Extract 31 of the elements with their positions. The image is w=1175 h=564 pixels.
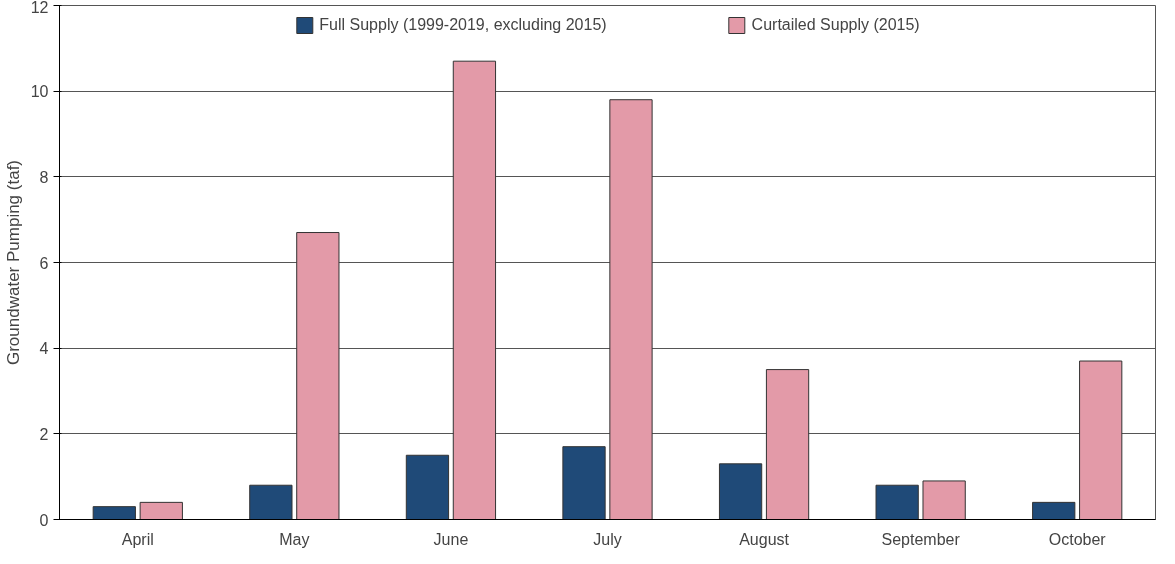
x-tick-label: April xyxy=(121,530,154,548)
y-tick-label: 8 xyxy=(39,168,49,186)
y-tick-label: 10 xyxy=(30,83,49,101)
x-tick-label: June xyxy=(433,530,469,548)
y-tick-label: 12 xyxy=(30,0,49,16)
bar xyxy=(1032,501,1076,520)
bar xyxy=(562,446,606,520)
bar xyxy=(405,454,450,520)
x-tick-label: July xyxy=(593,530,622,548)
bar xyxy=(452,60,497,520)
bar xyxy=(922,480,966,520)
bar xyxy=(765,369,810,520)
y-tick-label: 6 xyxy=(39,254,49,272)
x-tick-label: September xyxy=(881,530,961,548)
bar xyxy=(718,463,763,520)
y-tick-label: 4 xyxy=(39,340,49,358)
x-tick-label: May xyxy=(279,530,310,548)
x-tick-label: August xyxy=(739,530,790,548)
bar xyxy=(296,232,340,520)
bar xyxy=(249,484,293,520)
y-tick-label: 0 xyxy=(39,511,49,529)
bar xyxy=(139,501,183,520)
y-tick-label: 2 xyxy=(39,425,49,443)
bar xyxy=(92,506,136,520)
bar xyxy=(609,99,653,520)
legend-label: Full Supply (1999-2019, excluding 2015) xyxy=(319,16,607,34)
x-tick-label: October xyxy=(1048,530,1107,548)
bar xyxy=(1079,360,1123,520)
bar xyxy=(875,484,919,520)
legend-label: Curtailed Supply (2015) xyxy=(751,16,920,34)
y-axis-title: Groundwater Pumping (taf) xyxy=(3,159,23,366)
